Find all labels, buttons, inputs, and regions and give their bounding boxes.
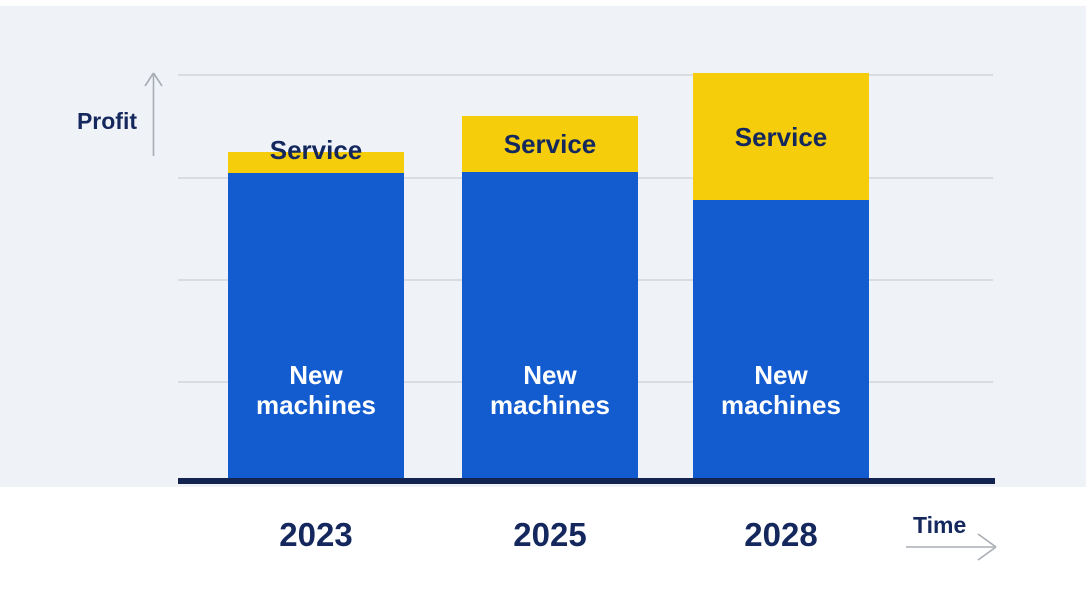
x-axis-category-label: 2025 [513, 516, 587, 553]
bar-2028: Service [693, 73, 869, 478]
bar-segment-new-machines [228, 173, 404, 478]
bar-2023: Service [228, 137, 404, 478]
x-axis-title: Time [913, 512, 967, 538]
x-axis-category-label: 2028 [744, 516, 818, 553]
x-axis-category-label: 2023 [279, 516, 353, 553]
bar-segment-service: Service [228, 137, 404, 173]
bar-segment-new-machines [693, 200, 869, 478]
service-label: Service [503, 129, 597, 159]
bar-2025: Service [462, 116, 638, 478]
y-axis-title: Profit [76, 108, 137, 134]
profit-axis-arrow-icon [144, 72, 163, 156]
service-label: Service [734, 121, 828, 152]
time-axis-arrow-icon [906, 533, 997, 561]
service-label: Service [269, 135, 363, 165]
new-machines-label: New machines [721, 360, 841, 420]
bar-segment-service: Service [462, 116, 638, 172]
new-machines-label: New machines [490, 360, 610, 420]
x-axis-line [178, 478, 995, 484]
new-machines-label: New machines [256, 360, 376, 420]
gridline [178, 74, 993, 76]
bar-segment-new-machines [462, 172, 638, 478]
bar-segment-service: Service [693, 73, 869, 200]
